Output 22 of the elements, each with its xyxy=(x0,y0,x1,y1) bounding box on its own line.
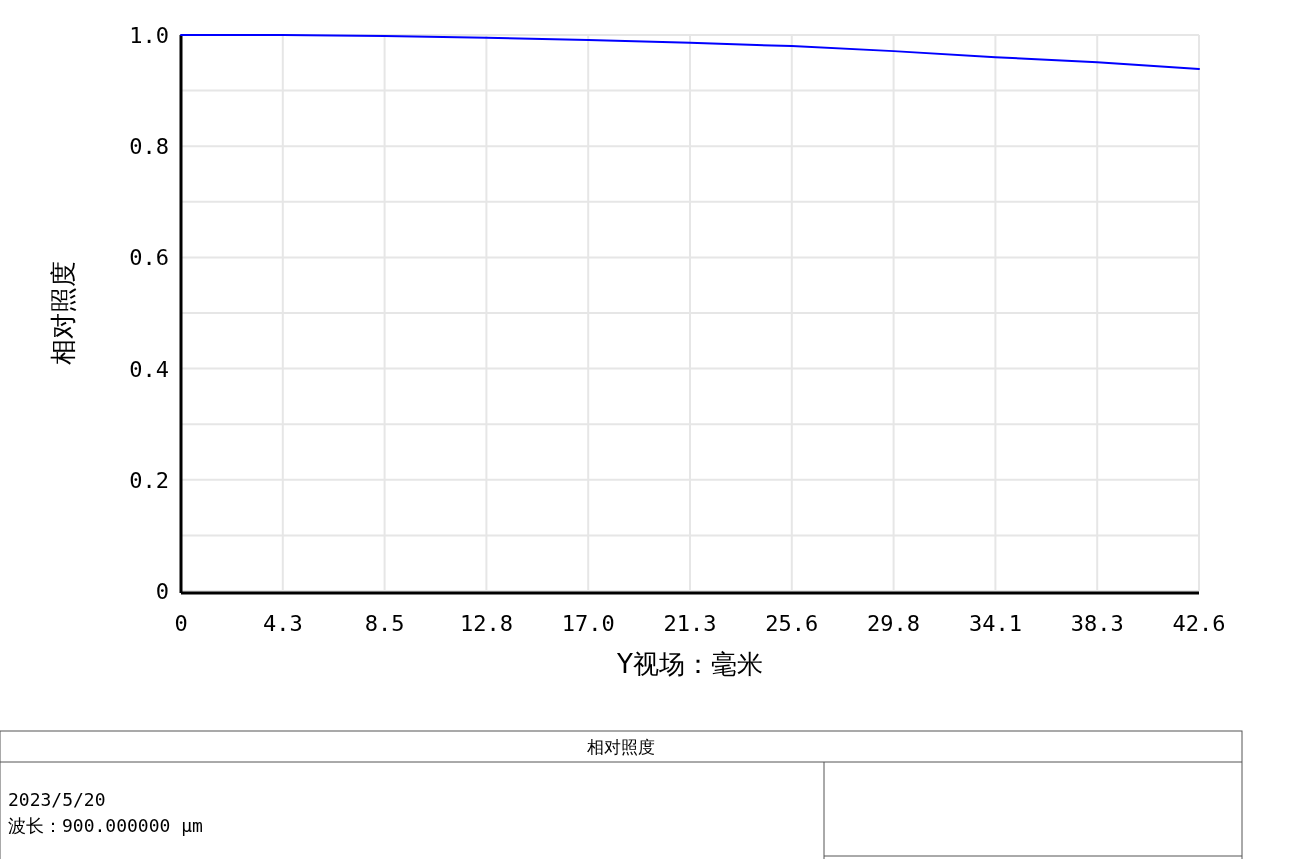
y-tick-label: 0.2 xyxy=(129,467,169,493)
x-tick-label: 38.3 xyxy=(1070,611,1124,636)
y-tick-label: 1.0 xyxy=(129,23,169,48)
x-axis-title: Y视场：毫米 xyxy=(616,649,763,679)
x-tick-label: 0 xyxy=(174,611,188,636)
x-tick-label: 17.0 xyxy=(561,611,615,636)
text: 相对照度 xyxy=(587,737,655,757)
y-tick-label: 0.6 xyxy=(129,245,169,271)
y-tick-label: 0.8 xyxy=(129,134,169,160)
x-tick-label: 34.1 xyxy=(968,611,1022,636)
x-tick-label: 25.6 xyxy=(765,611,819,636)
text: 波长：900.000000 µm xyxy=(8,815,203,836)
text: 2023/5/20 xyxy=(8,789,106,810)
y-tick-label: 0 xyxy=(155,579,169,604)
y-axis-title: 相对照度 xyxy=(48,261,78,365)
x-tick-label: 29.8 xyxy=(867,611,921,636)
x-tick-label: 21.3 xyxy=(663,611,717,636)
x-tick-label: 42.6 xyxy=(1172,611,1226,636)
x-tick-label: 4.3 xyxy=(262,611,303,636)
y-tick-label: 0.4 xyxy=(129,356,169,382)
x-tick-label: 8.5 xyxy=(364,611,405,636)
x-tick-label: 12.8 xyxy=(459,611,513,636)
